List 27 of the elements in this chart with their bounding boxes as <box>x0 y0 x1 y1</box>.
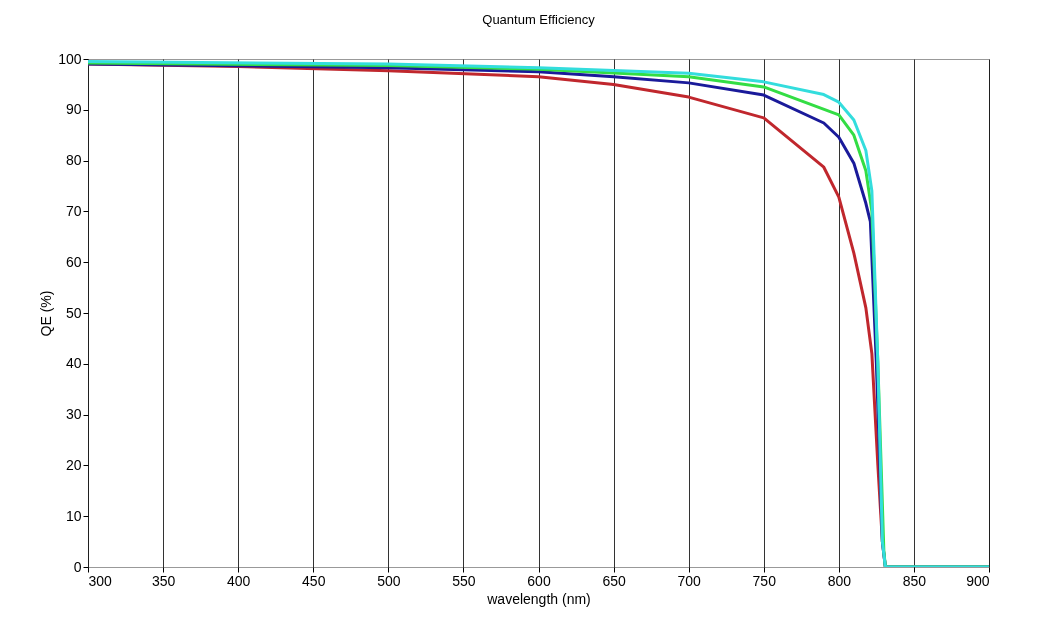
chart-title: Quantum Efficiency <box>482 12 596 27</box>
y-axis-title: QE (%) <box>38 290 55 337</box>
y-tick-label: 50 <box>65 304 82 321</box>
y-tick-label: 70 <box>65 202 82 219</box>
y-tick-label: 80 <box>65 152 82 169</box>
y-tick-label: 40 <box>65 355 82 372</box>
x-tick-label: 300 <box>88 572 113 589</box>
x-axis-title: wavelength (nm) <box>486 590 591 607</box>
y-tick-label: 100 <box>58 50 82 67</box>
x-tick-label: 700 <box>677 572 702 589</box>
x-tick-label: 600 <box>527 572 551 589</box>
x-tick-label: 800 <box>827 572 852 589</box>
x-tick-label: 350 <box>151 572 176 589</box>
x-tick-label: 450 <box>302 572 326 589</box>
x-tick-label: 650 <box>602 572 626 589</box>
y-tick-label: 10 <box>65 507 82 524</box>
y-tick-label: 90 <box>65 101 82 118</box>
x-tick-label: 750 <box>752 572 777 589</box>
x-tick-label: 550 <box>452 572 476 589</box>
x-tick-label: 900 <box>966 572 990 589</box>
x-tick-label: 850 <box>902 572 927 589</box>
y-tick-label: 0 <box>73 558 82 575</box>
x-tick-label: 400 <box>226 572 251 589</box>
y-tick-label: 30 <box>65 406 82 423</box>
y-tick-label: 60 <box>65 253 82 270</box>
x-tick-label: 500 <box>377 572 401 589</box>
y-tick-label: 20 <box>65 456 82 473</box>
